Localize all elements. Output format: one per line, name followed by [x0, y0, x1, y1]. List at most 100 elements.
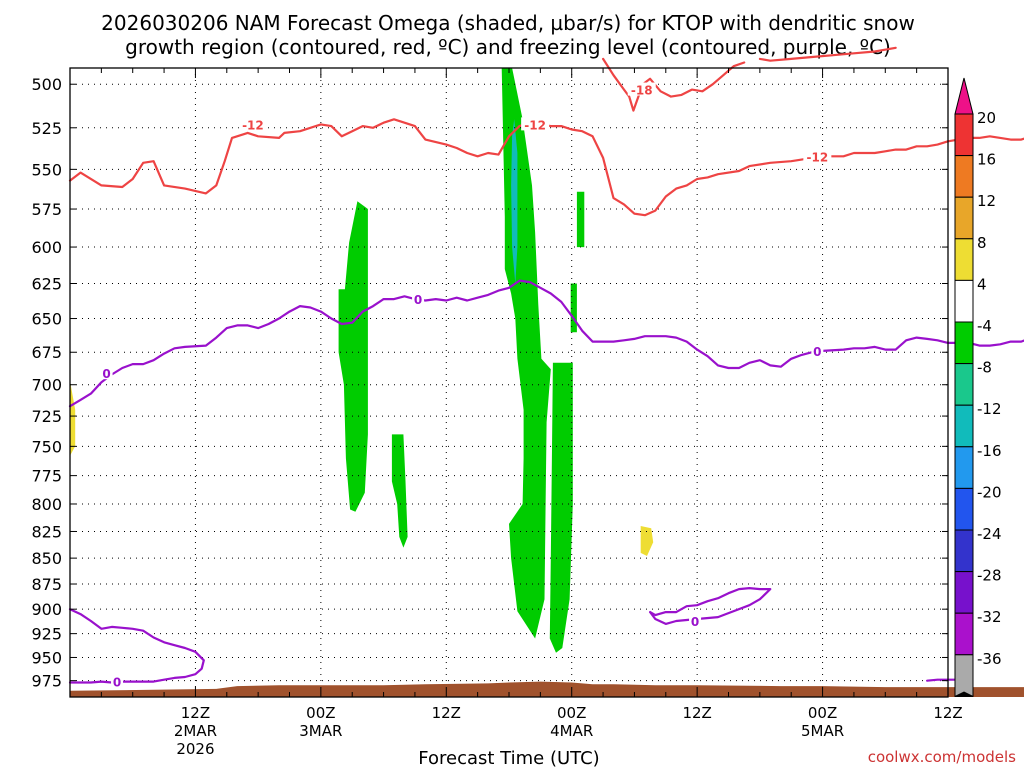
contour-label-bg	[111, 674, 124, 688]
zero-line-lower-left	[68, 608, 205, 684]
x-tick-date: 4MAR	[550, 722, 593, 740]
contour-label: 0	[414, 293, 422, 307]
contour-label: 0	[813, 345, 821, 359]
x-tick-date: 3MAR	[299, 722, 342, 740]
contour-label: 0	[113, 676, 121, 690]
y-tick-label: 825	[31, 522, 62, 541]
y-tick-label: 725	[31, 407, 62, 426]
green-blob-a	[338, 201, 368, 512]
contour-label-bg	[811, 343, 824, 357]
contour-label: -18	[631, 84, 653, 98]
colorbar-label: -32	[977, 608, 1002, 626]
green-blob-d	[549, 362, 573, 653]
colorbar-label: -24	[977, 525, 1002, 543]
y-tick-label: 600	[31, 238, 62, 257]
contour-label-bg	[627, 82, 656, 96]
contour-label: 0	[102, 367, 110, 381]
colorbar-segment	[954, 113, 974, 157]
cyan-omega-region	[511, 119, 518, 284]
colorbar-label: 12	[977, 192, 996, 210]
green-blob-b	[391, 434, 408, 548]
colorbar-segment	[954, 321, 974, 365]
y-axis-pressure: 500 525 550 575 600 625 650 675 700 725 750 775 800 8…	[31, 75, 948, 691]
colorbar-label: -8	[977, 359, 992, 377]
y-tick-label: 750	[31, 437, 62, 456]
minus18-top-line	[758, 46, 897, 62]
colorbar-segment	[954, 612, 974, 656]
colorbar-top-arrow	[954, 77, 974, 115]
colorbar-label: -20	[977, 483, 1002, 501]
colorbar-segment	[954, 196, 974, 240]
contour-label-bg	[412, 292, 425, 306]
x-tick-label: 12Z	[432, 704, 461, 722]
contour-label-bg	[803, 149, 832, 163]
colorbar-label: -36	[977, 650, 1002, 668]
yellow-omega-region-1	[640, 526, 654, 556]
terrain-layer	[70, 681, 1024, 697]
y-tick-label: 900	[31, 600, 62, 619]
chart-title-line-2: growth region (contoured, red, ºC) and f…	[125, 35, 891, 59]
y-tick-label: 625	[31, 275, 62, 294]
colorbar-segment	[954, 404, 974, 448]
colorbar-legend: 20 16 12 8 4 -4 -8 -12 -16 -20 -24 -28 -32 -36	[954, 77, 1002, 697]
y-tick-label: 525	[31, 119, 62, 138]
y-tick-label: 650	[31, 310, 62, 329]
colorbar-label: 4	[977, 275, 987, 293]
colorbar-label: -28	[977, 567, 1002, 585]
omega-shading-layer	[70, 68, 654, 653]
y-tick-label: 500	[31, 75, 62, 94]
y-tick-label: 700	[31, 376, 62, 395]
colorbar-label: -16	[977, 442, 1002, 460]
y-tick-label: 550	[31, 160, 62, 179]
chart-title-line-1: 2026030206 NAM Forecast Omega (shaded, µ…	[101, 11, 915, 35]
colorbar-segment	[954, 363, 974, 406]
colorbar-bottom-arrow	[954, 691, 974, 697]
yellow-omega-region-0	[70, 380, 76, 456]
contour-label: 0	[691, 615, 699, 629]
x-tick-label: 12Z	[181, 704, 210, 722]
y-tick-label: 875	[31, 575, 62, 594]
y-tick-label: 925	[31, 625, 62, 644]
x-tick-label: 12Z	[933, 704, 962, 722]
colorbar-segment	[954, 529, 974, 573]
colorbar-segment	[954, 279, 974, 323]
contour-label: -12	[242, 118, 264, 132]
contour-label: -12	[524, 118, 546, 132]
x-tick-label: 00Z	[557, 704, 586, 722]
colorbar-label: 8	[977, 234, 987, 252]
minus12-line	[68, 118, 1024, 217]
colorbar-segment	[954, 238, 974, 281]
colorbar-label: -12	[977, 400, 1002, 418]
colorbar-segment	[954, 654, 974, 697]
colorbar-segment	[954, 487, 974, 531]
contour-label: -12	[807, 150, 829, 164]
y-tick-label: 950	[31, 648, 62, 667]
green-blob-g	[506, 153, 513, 232]
contour-label-bg	[238, 117, 267, 131]
y-tick-label: 975	[31, 672, 62, 691]
minus18-line	[601, 57, 746, 112]
x-tick-year: 2026	[176, 740, 214, 758]
colorbar-label: 16	[977, 151, 996, 169]
contour-layer: -12 -12 -12 -18 0 0 0 0 0	[68, 46, 1024, 690]
colorbar-label: 20	[977, 109, 996, 127]
x-tick-date: 5MAR	[801, 722, 844, 740]
contour-label-bg	[100, 366, 113, 380]
x-axis-title: Forecast Time (UTC)	[418, 748, 599, 768]
x-tick-label: 00Z	[808, 704, 837, 722]
colorbar-label: -4	[977, 317, 992, 335]
y-tick-label: 850	[31, 549, 62, 568]
green-blob-e	[576, 191, 585, 248]
y-tick-label: 775	[31, 467, 62, 486]
contour-label-bg	[521, 117, 550, 131]
colorbar-segment	[954, 571, 974, 614]
x-tick-label: 12Z	[682, 704, 711, 722]
terrain-ground	[70, 681, 1024, 697]
colorbar-segment	[954, 155, 974, 198]
credit-text: coolwx.com/models	[868, 748, 1016, 766]
colorbar-segment	[954, 446, 974, 489]
zero-line-lower-right	[648, 586, 772, 626]
y-tick-label: 675	[31, 343, 62, 362]
